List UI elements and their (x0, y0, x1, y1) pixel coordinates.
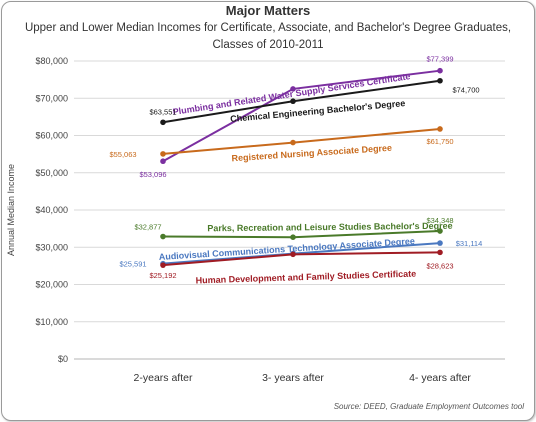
y-tick-label: $80,000 (35, 56, 68, 66)
data-point (437, 77, 443, 84)
y-tick-label: $10,000 (35, 317, 68, 327)
data-label: $63,551 (149, 107, 176, 116)
data-point (437, 228, 443, 234)
y-tick-label: $20,000 (35, 280, 68, 290)
x-tick-label: 2-years after (134, 372, 193, 384)
data-point (160, 119, 166, 126)
x-tick-label: 4- years after (409, 372, 471, 384)
data-label: $32,877 (134, 223, 161, 232)
y-axis-label: Annual Median Income (6, 164, 16, 256)
chart-subtitle-line2: Classes of 2010-2011 (212, 39, 324, 51)
x-tick-label: 3- years after (262, 372, 324, 384)
data-point (290, 98, 296, 105)
data-point (290, 251, 296, 258)
y-tick-label: $30,000 (35, 242, 68, 252)
data-label: $25,192 (149, 271, 176, 280)
data-point (160, 151, 166, 157)
series-name-label: Human Development and Family Studies Cer… (196, 269, 417, 286)
data-point (290, 86, 296, 92)
y-tick-label: $40,000 (35, 205, 68, 215)
data-point (290, 139, 296, 146)
data-label: $74,700 (452, 86, 479, 95)
data-label: $25,591 (119, 260, 146, 269)
chart-subtitle: Upper and Lower Median Incomes for Certi… (0, 20, 536, 54)
data-label: $77,399 (426, 55, 453, 64)
data-point (160, 233, 166, 240)
series-name-label: Audiovisual Communications Technology As… (158, 236, 415, 262)
y-tick-label: $50,000 (35, 168, 68, 178)
y-tick-label: $0 (58, 354, 68, 364)
chart-title: Major Matters (225, 3, 311, 18)
data-point (290, 234, 296, 240)
source-note: Source: DEED, Graduate Employment Outcom… (333, 402, 524, 411)
data-point (437, 126, 443, 132)
data-point (437, 249, 443, 256)
data-label: $31,114 (456, 239, 483, 248)
y-tick-label: $70,000 (35, 93, 68, 103)
y-tick-label: $60,000 (35, 131, 68, 141)
data-point (437, 240, 443, 246)
data-point (160, 158, 166, 165)
data-label: $28,623 (426, 261, 453, 270)
data-label: $53,096 (139, 170, 166, 179)
data-point (437, 67, 443, 74)
chart-subtitle-line1: Upper and Lower Median Incomes for Certi… (24, 22, 512, 34)
data-label: $55,063 (109, 150, 136, 159)
data-label: $61,750 (426, 137, 453, 146)
data-point (160, 262, 166, 268)
data-label: $34,348 (426, 216, 453, 225)
series-name-label: Parks, Recreation and Leisure Studies Ba… (207, 221, 452, 234)
